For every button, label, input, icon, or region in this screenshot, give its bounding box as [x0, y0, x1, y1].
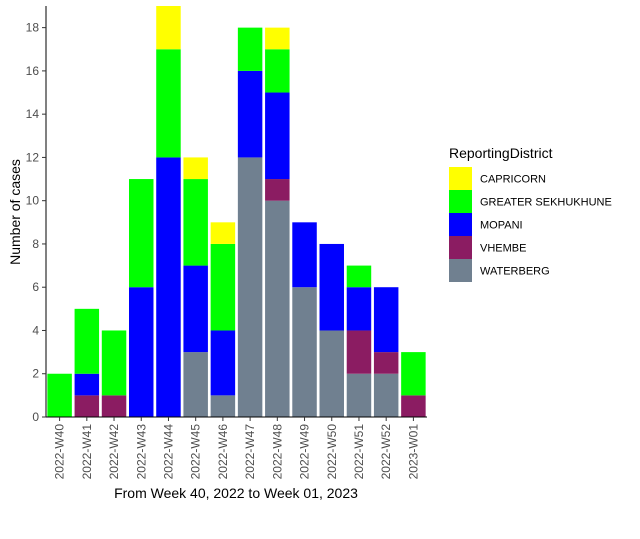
bar-segment-vhembe-2022-w41	[74, 395, 100, 417]
legend-label-vhembe: VHEMBE	[480, 243, 526, 255]
bar-segment-mopani-2022-w44	[156, 157, 181, 418]
bar-segment-waterberg-2022-w48	[265, 200, 290, 417]
x-tick-label: 2022-W50	[325, 424, 339, 480]
bar-segment-greater-sekhukhune-2022-w42	[101, 330, 127, 396]
bar-segment-waterberg-2022-w45	[183, 352, 208, 417]
legend-swatch-capricorn	[449, 167, 472, 190]
legend-label-waterberg: WATERBERG	[480, 266, 550, 278]
y-tick-label: 18	[26, 21, 40, 35]
bar-segment-greater-sekhukhune-2022-w51	[346, 265, 372, 288]
bar-segment-vhembe-2022-w52	[373, 352, 399, 374]
bar-segment-capricorn-2022-w48	[265, 27, 290, 50]
y-tick-label: 8	[32, 237, 39, 251]
x-tick-label: 2022-W51	[352, 424, 366, 480]
x-tick-label: 2022-W42	[107, 424, 121, 480]
y-tick-label: 16	[26, 64, 40, 78]
x-tick-label: 2022-W40	[53, 424, 67, 480]
legend-swatch-greater-sekhukhune	[449, 190, 472, 213]
bar-segment-mopani-2022-w52	[373, 287, 399, 353]
bar-segment-vhembe-2023-w01	[401, 395, 426, 417]
y-tick-label: 6	[32, 280, 39, 294]
bars-layer	[47, 6, 426, 418]
x-tick-label: 2022-W45	[189, 424, 203, 480]
bar-segment-mopani-2022-w49	[292, 222, 317, 288]
bar-segment-capricorn-2022-w46	[210, 222, 236, 244]
bar-segment-vhembe-2022-w51	[346, 330, 372, 374]
bar-segment-mopani-2022-w43	[129, 287, 154, 417]
x-tick-label: 2022-W46	[216, 424, 230, 480]
y-tick-label: 14	[26, 107, 40, 121]
bar-segment-waterberg-2022-w50	[319, 330, 344, 417]
bar-segment-greater-sekhukhune-2022-w43	[129, 179, 154, 288]
bar-segment-greater-sekhukhune-2022-w48	[265, 49, 290, 93]
bar-segment-capricorn-2022-w44	[156, 6, 181, 50]
bar-segment-mopani-2022-w51	[346, 287, 372, 331]
y-tick-label: 0	[32, 410, 39, 424]
bar-segment-capricorn-2022-w45	[183, 157, 208, 180]
bar-segment-waterberg-2022-w52	[373, 373, 399, 417]
legend-items: CAPRICORN GREATER SEKHUKHUNE MOPANI VHEMBE W…	[449, 167, 612, 282]
y-tick-label: 12	[26, 150, 40, 164]
bar-segment-greater-sekhukhune-2022-w47	[237, 27, 263, 71]
x-tick-label: 2022-W49	[298, 424, 312, 480]
bar-segment-mopani-2022-w50	[319, 243, 344, 331]
bar-segment-greater-sekhukhune-2022-w46	[210, 243, 236, 331]
bar-segment-mopani-2022-w46	[210, 330, 236, 396]
bar-segment-vhembe-2022-w48	[265, 179, 290, 201]
legend-title: ReportingDistrict	[449, 145, 553, 161]
x-tick-label: 2022-W43	[134, 424, 148, 480]
bar-segment-waterberg-2022-w46	[210, 395, 236, 417]
bar-segment-vhembe-2022-w42	[101, 395, 127, 417]
bar-segment-greater-sekhukhune-2022-w40	[47, 373, 72, 417]
bar-segment-mopani-2022-w47	[237, 70, 263, 158]
legend-swatch-waterberg	[449, 259, 472, 282]
y-axis-ticks: 0 2 4 6 8 10 12 14 16 18	[26, 21, 46, 424]
legend-label-greater-sekhukhune: GREATER SEKHUKHUNE	[480, 197, 612, 209]
bar-segment-waterberg-2022-w51	[346, 373, 372, 417]
y-axis-title: Number of cases	[7, 159, 23, 265]
legend: ReportingDistrict CAPRICORN GREATER SEKHU…	[449, 145, 612, 282]
x-tick-label: 2022-W44	[161, 424, 175, 480]
bar-segment-mopani-2022-w48	[265, 92, 290, 180]
x-tick-label: 2022-W52	[379, 424, 393, 480]
x-axis-title: From Week 40, 2022 to Week 01, 2023	[114, 485, 358, 501]
y-tick-label: 2	[32, 367, 39, 381]
y-tick-label: 10	[26, 194, 40, 208]
bar-segment-greater-sekhukhune-2022-w44	[156, 49, 181, 158]
legend-label-capricorn: CAPRICORN	[480, 174, 546, 186]
x-tick-label: 2023-W01	[406, 424, 420, 480]
bar-segment-waterberg-2022-w49	[292, 287, 317, 417]
bar-segment-greater-sekhukhune-2022-w45	[183, 179, 208, 266]
x-tick-label: 2022-W48	[270, 424, 284, 480]
legend-swatch-mopani	[449, 213, 472, 236]
x-axis-ticks: 2022-W40 2022-W41 2022-W42 2022-W43 2022-W44…	[53, 417, 420, 480]
x-tick-label: 2022-W41	[80, 424, 94, 480]
bar-segment-mopani-2022-w41	[74, 373, 100, 396]
bar-segment-greater-sekhukhune-2022-w41	[74, 308, 100, 374]
x-tick-label: 2022-W47	[243, 424, 257, 480]
y-tick-label: 4	[32, 323, 39, 337]
bar-segment-mopani-2022-w45	[183, 265, 208, 353]
bar-segment-waterberg-2022-w47	[237, 157, 263, 418]
legend-swatch-vhembe	[449, 236, 472, 259]
legend-label-mopani: MOPANI	[480, 220, 523, 232]
bar-segment-greater-sekhukhune-2023-w01	[401, 352, 426, 396]
